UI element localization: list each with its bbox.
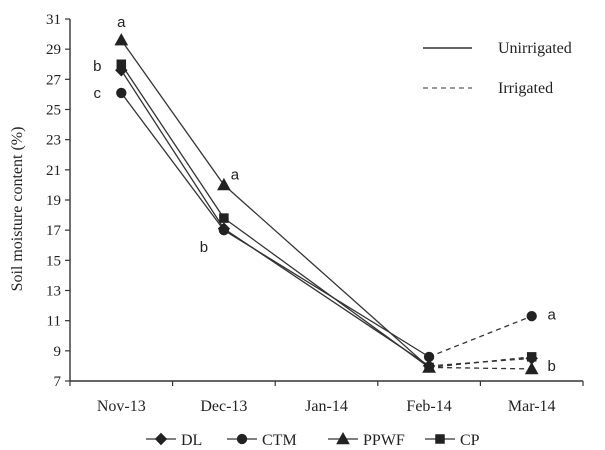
cp-line-segment xyxy=(120,63,225,219)
ctm-data-point xyxy=(218,224,230,236)
cp-data-point xyxy=(219,213,229,223)
significance-letter: a xyxy=(231,166,240,183)
line-style-legend: Unirrigated Irrigated xyxy=(423,40,572,97)
ppwf-line-segment xyxy=(120,39,225,186)
ctm-data-point xyxy=(526,310,537,322)
ctm-data-point xyxy=(423,351,435,363)
y-ticks: 7 9 11 13 15 17 19 21 23 25 27 29 31 xyxy=(46,12,70,390)
significance-letter: a xyxy=(548,307,557,324)
y-tick-label: 15 xyxy=(46,253,61,269)
ctm-line-segment xyxy=(428,315,532,358)
significance-letter: b xyxy=(93,58,101,75)
legend-cp-marker xyxy=(435,434,445,444)
ppwf-line-segment xyxy=(429,366,532,370)
ctm-data-point xyxy=(116,87,127,99)
y-tick-label: 25 xyxy=(46,103,61,119)
cp-data-point xyxy=(526,352,537,362)
cp-line-segment xyxy=(429,356,532,369)
series-lines xyxy=(120,39,532,370)
cp-data-point xyxy=(424,362,434,373)
y-tick-label: 9 xyxy=(54,344,62,360)
legend-ppwf-marker xyxy=(336,431,350,445)
x-tick-label: Feb-14 xyxy=(406,398,451,415)
x-tick-label: Nov-13 xyxy=(97,398,146,415)
dl-line-segment xyxy=(120,69,225,230)
y-tick-label: 17 xyxy=(46,223,62,239)
ppwf-data-point xyxy=(217,177,231,191)
dl-line-segment xyxy=(429,357,532,367)
y-tick-label: 23 xyxy=(46,133,61,149)
legend-solid-label: Unirrigated xyxy=(498,40,572,57)
significance-letter: b xyxy=(548,358,556,375)
x-tick-label: Jan-14 xyxy=(305,398,348,415)
legend-ctm-label: CTM xyxy=(262,432,297,449)
x-tick-label: Dec-13 xyxy=(200,398,247,415)
legend-dashed-label: Irrigated xyxy=(498,80,553,97)
legend-cp-label: CP xyxy=(460,432,480,449)
series-legend: DL CTM PPWF CP xyxy=(146,431,480,449)
cp-data-point xyxy=(116,59,127,69)
significance-letter: b xyxy=(200,239,208,256)
significance-letter: c xyxy=(94,85,102,102)
y-tick-label: 27 xyxy=(46,72,62,88)
y-tick-label: 19 xyxy=(46,193,61,209)
cp-line-segment xyxy=(223,217,430,368)
y-tick-label: 11 xyxy=(47,314,61,330)
x-ticks: Nov-13 Dec-13 Jan-14 Feb-14 Mar-14 xyxy=(69,381,584,415)
series-markers xyxy=(114,33,539,375)
y-tick-label: 7 xyxy=(54,374,62,390)
ctm-line-segment xyxy=(120,92,225,231)
legend-dl-label: DL xyxy=(181,432,202,449)
significance-letter: a xyxy=(117,14,126,31)
y-axis-label: Soil moisture content (%) xyxy=(9,127,26,292)
legend-ppwf-label: PPWF xyxy=(363,432,405,449)
y-tick-label: 13 xyxy=(46,284,61,300)
legend-dl-marker xyxy=(154,432,168,446)
ppwf-data-point xyxy=(524,361,539,375)
y-tick-label: 29 xyxy=(46,42,61,58)
ppwf-line-segment xyxy=(223,184,430,368)
legend-ctm-marker xyxy=(236,433,248,445)
ppwf-data-point xyxy=(114,33,129,46)
y-tick-label: 21 xyxy=(46,163,61,179)
x-tick-label: Mar-14 xyxy=(508,398,556,415)
y-tick-label: 31 xyxy=(46,12,61,28)
